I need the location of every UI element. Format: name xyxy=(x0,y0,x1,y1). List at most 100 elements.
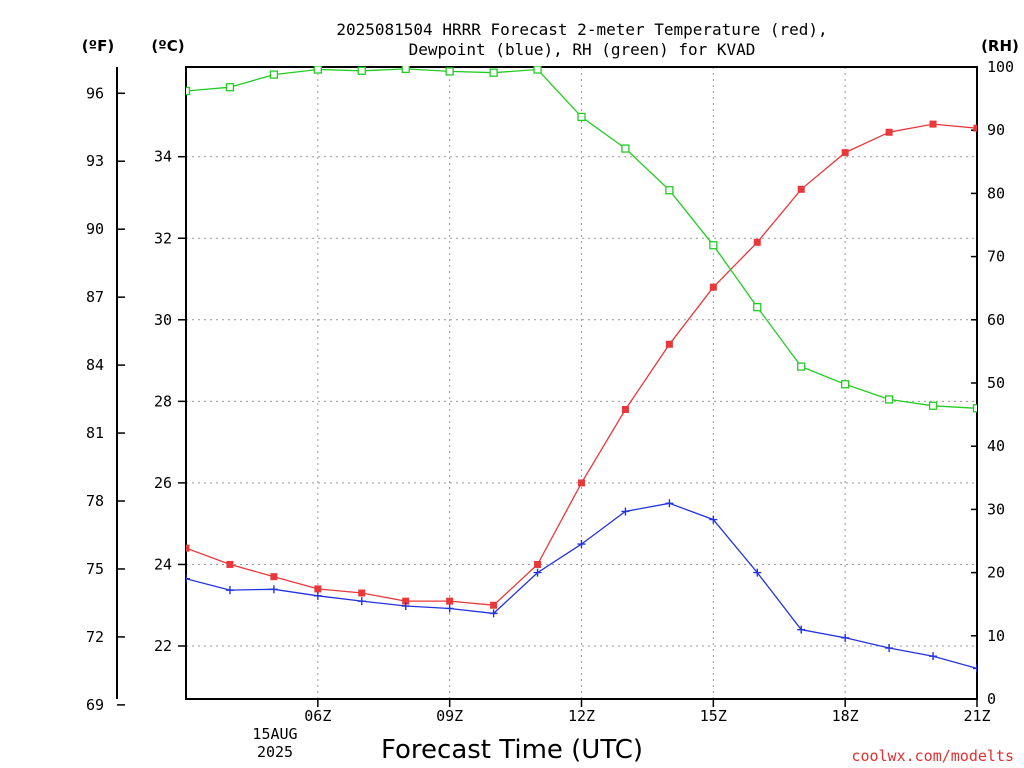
rh-line xyxy=(186,68,977,409)
chart-title: 2025081504 HRRR Forecast 2-meter Tempera… xyxy=(336,20,827,39)
rh-point xyxy=(972,404,977,413)
rh-tick-label: 50 xyxy=(987,374,1005,392)
fahrenheit-tick-label: 87 xyxy=(86,288,104,306)
dewpoint-point xyxy=(885,644,894,653)
fahrenheit-tick-label: 69 xyxy=(86,696,104,714)
rh-tick-label: 70 xyxy=(987,248,1005,266)
celsius-tick-label: 22 xyxy=(154,637,172,655)
dewpoint-point xyxy=(973,664,977,673)
dewpoint-point xyxy=(929,652,938,661)
dewpoint-point xyxy=(577,540,586,549)
rh-point xyxy=(445,67,454,76)
x-tick-label: 09Z xyxy=(436,707,463,725)
rh-point xyxy=(753,303,762,312)
tick-labels: 06Z 09Z 12Z 15Z 18Z 21Z 22 24 26 28 30 32 34 69 72 75 78… xyxy=(86,58,1014,725)
x-tick-label: 18Z xyxy=(832,707,859,725)
x-axis-title: Forecast Time (UTC) xyxy=(381,735,643,765)
dewpoint-point xyxy=(445,604,454,613)
fahrenheit-tick-label: 93 xyxy=(86,152,104,170)
temperature-point xyxy=(490,601,498,609)
temperature-point xyxy=(709,283,717,291)
rh-point xyxy=(577,112,586,122)
dewpoint-point xyxy=(401,602,410,611)
dewpoint-point xyxy=(489,609,498,618)
temperature-point xyxy=(841,149,849,157)
temperature-point xyxy=(534,560,542,568)
rh-tick-label: 0 xyxy=(987,690,996,708)
celsius-tick-label: 34 xyxy=(154,148,172,166)
rh-tick-label: 40 xyxy=(987,437,1005,455)
rh-tick-label: 30 xyxy=(987,500,1005,518)
dewpoint-point xyxy=(313,591,322,600)
rh-point xyxy=(621,144,630,153)
date-label-day: 15AUG xyxy=(252,725,297,743)
rh-point xyxy=(225,83,235,92)
rh-unit-label: (RH) xyxy=(981,37,1019,55)
temperature-point xyxy=(621,406,629,414)
rh-point xyxy=(709,241,718,250)
rh-point xyxy=(269,70,279,79)
temperature-point xyxy=(446,597,454,605)
dewpoint-point xyxy=(1017,675,1024,683)
temperature-point xyxy=(929,120,937,128)
rh-tick-label: 80 xyxy=(987,184,1005,202)
celsius-tick-label: 32 xyxy=(154,229,172,247)
chart-subtitle: Dewpoint (blue), RH (green) for KVAD xyxy=(409,40,756,59)
fahrenheit-tick-label: 78 xyxy=(86,492,104,510)
dewpoint-point xyxy=(709,515,718,524)
credit-label: coolwx.com/modelts xyxy=(851,747,1014,765)
rh-tick-label: 90 xyxy=(987,121,1005,139)
fahrenheit-tick-label: 72 xyxy=(86,628,104,646)
celsius-tick-label: 24 xyxy=(154,555,172,573)
rh-tick-label: 100 xyxy=(987,58,1014,76)
temperature-point xyxy=(885,128,893,136)
dewpoint-point xyxy=(797,625,806,634)
fahrenheit-tick-label: 84 xyxy=(86,356,104,374)
series xyxy=(186,66,1024,683)
temperature-point xyxy=(973,124,977,132)
rh-point xyxy=(401,66,410,74)
rh-point xyxy=(928,401,938,410)
dewpoint-point xyxy=(225,586,234,595)
celsius-tick-label: 30 xyxy=(154,311,172,329)
rh-point xyxy=(884,395,894,404)
rh-point xyxy=(797,362,806,371)
grid xyxy=(186,67,978,699)
dewpoint-point xyxy=(269,585,278,594)
temperature-point xyxy=(186,544,190,552)
temperature-point xyxy=(314,585,322,593)
temperature-point xyxy=(665,340,673,348)
rh-point xyxy=(665,186,674,195)
temperature-point xyxy=(578,479,585,487)
dewpoint-point xyxy=(753,568,762,577)
dewpoint-point xyxy=(357,597,366,606)
rh-tick-label: 10 xyxy=(987,627,1005,645)
dewpoint-point xyxy=(665,499,674,508)
rh-point xyxy=(186,86,191,96)
rh-point xyxy=(841,380,850,389)
temperature-point xyxy=(226,560,234,568)
temperature-point xyxy=(1017,133,1024,140)
celsius-tick-label: 26 xyxy=(154,474,172,492)
celsius-tick-label: 28 xyxy=(154,392,172,410)
rh-point xyxy=(533,66,542,74)
temperature-line xyxy=(186,123,977,606)
dewpoint-point xyxy=(621,507,630,516)
temperature-point xyxy=(270,573,278,581)
plot-frame xyxy=(185,66,978,700)
temperature-point xyxy=(797,185,805,193)
rh-point xyxy=(489,68,498,77)
fahrenheit-tick-label: 75 xyxy=(86,560,104,578)
rh-tick-label: 20 xyxy=(987,564,1005,582)
celsius-unit-label: (ºC) xyxy=(151,37,184,55)
fahrenheit-tick-label: 81 xyxy=(86,424,104,442)
temperature-point xyxy=(402,597,410,605)
fahrenheit-tick-label: 90 xyxy=(86,220,104,238)
x-tick-label: 21Z xyxy=(963,707,990,725)
rh-tick-label: 60 xyxy=(987,311,1005,329)
dewpoint-line xyxy=(186,502,977,670)
dewpoint-point xyxy=(186,574,190,583)
x-tick-label: 15Z xyxy=(700,707,727,725)
